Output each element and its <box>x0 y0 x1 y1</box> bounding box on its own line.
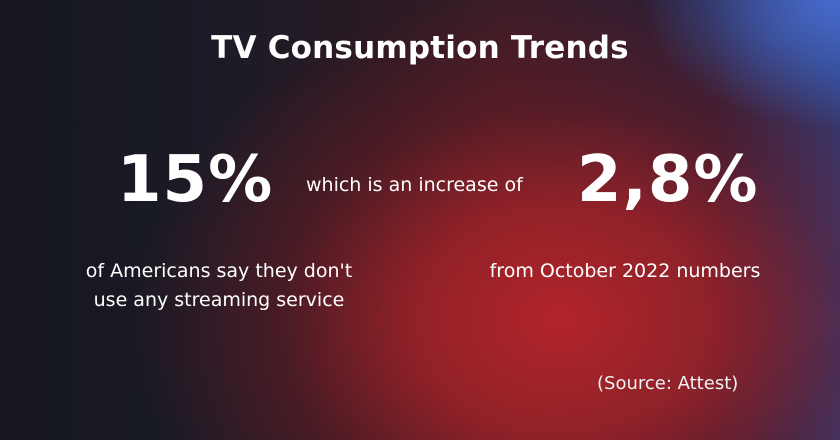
stat-description-right: from October 2022 numbers <box>489 260 761 282</box>
stat-description-left: of Americans say they don't use any stre… <box>60 257 378 315</box>
stat-description-left-line2: use any streaming service <box>93 289 345 311</box>
source-citation: (Source: Attest) <box>597 373 739 394</box>
stat-value-increase: 2,8% <box>577 143 759 217</box>
page-title: TV Consumption Trends <box>211 30 629 66</box>
connector-text: which is an increase of <box>306 174 523 196</box>
stat-description-left-line1: of Americans say they don't <box>85 260 353 282</box>
stat-value-percent-no-streaming: 15% <box>117 143 274 217</box>
